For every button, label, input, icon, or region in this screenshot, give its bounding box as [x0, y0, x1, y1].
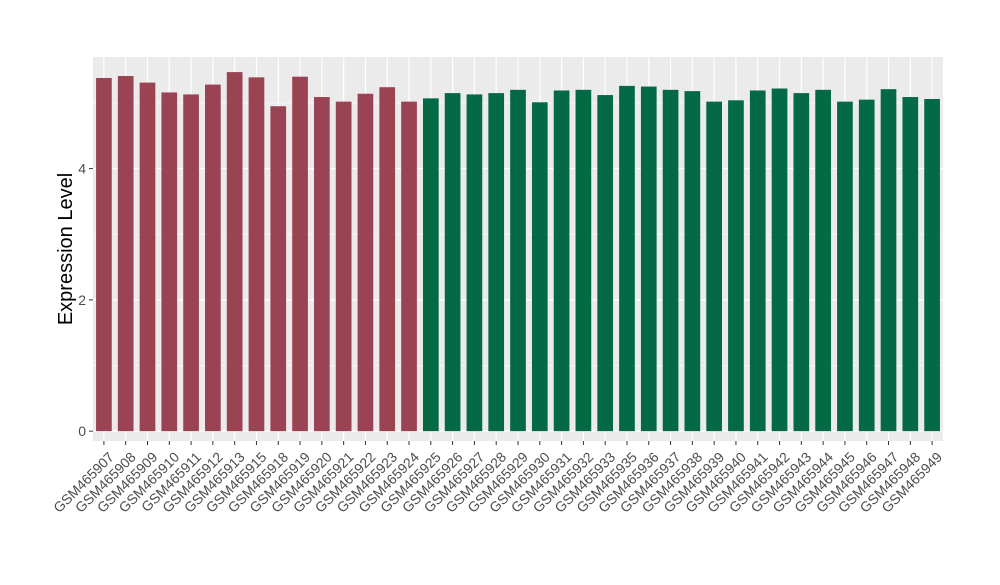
bar-GSM465937	[662, 89, 679, 432]
bar-GSM465941	[749, 90, 766, 432]
bar-GSM465921	[335, 101, 352, 432]
bar-GSM465924	[401, 101, 417, 432]
bar-GSM465907	[96, 78, 112, 432]
bar-GSM465942	[771, 88, 788, 432]
bar-GSM465909	[139, 82, 156, 432]
bar-GSM465923	[379, 87, 396, 432]
bar-GSM465936	[640, 86, 657, 432]
bar-GSM465918	[270, 106, 287, 432]
bar-GSM465922	[357, 93, 374, 432]
bar-GSM465911	[183, 94, 199, 432]
y-tick-label: 0	[78, 423, 86, 439]
bar-GSM465930	[531, 102, 548, 432]
bar-GSM465927	[466, 94, 483, 432]
y-axis-label: Expression Level	[55, 173, 77, 325]
bar-GSM465925	[422, 98, 439, 432]
bar-GSM465939	[706, 101, 722, 432]
bar-series	[96, 72, 940, 432]
bar-GSM465919	[292, 76, 308, 432]
bar-GSM465935	[619, 85, 635, 432]
y-axis: 0 2 4	[78, 161, 93, 439]
bar-GSM465910	[161, 92, 178, 432]
bar-GSM465908	[117, 76, 134, 432]
bar-GSM465947	[880, 89, 897, 432]
bar-GSM465945	[837, 101, 853, 432]
bar-GSM465938	[684, 91, 701, 432]
bar-GSM465946	[858, 99, 875, 432]
bar-GSM465926	[444, 93, 461, 432]
y-tick-label: 2	[78, 292, 86, 308]
bar-GSM465944	[815, 89, 831, 432]
bar-GSM465931	[553, 90, 570, 432]
bar-GSM465913	[226, 72, 243, 432]
bar-GSM465932	[575, 89, 592, 432]
bar-GSM465929	[510, 89, 526, 432]
bar-GSM465915	[248, 77, 265, 432]
bar-GSM465940	[728, 100, 744, 432]
bar-GSM465948	[902, 97, 919, 432]
x-axis: GSM465907GSM465908GSM465909GSM465910GSM4…	[50, 441, 945, 516]
bar-GSM465912	[205, 84, 221, 432]
y-tick-label: 4	[78, 161, 86, 177]
bar-GSM465949	[924, 99, 940, 432]
bar-GSM465920	[314, 97, 330, 432]
bar-GSM465928	[488, 93, 505, 432]
bar-GSM465933	[597, 95, 614, 432]
bar-GSM465943	[793, 93, 810, 432]
